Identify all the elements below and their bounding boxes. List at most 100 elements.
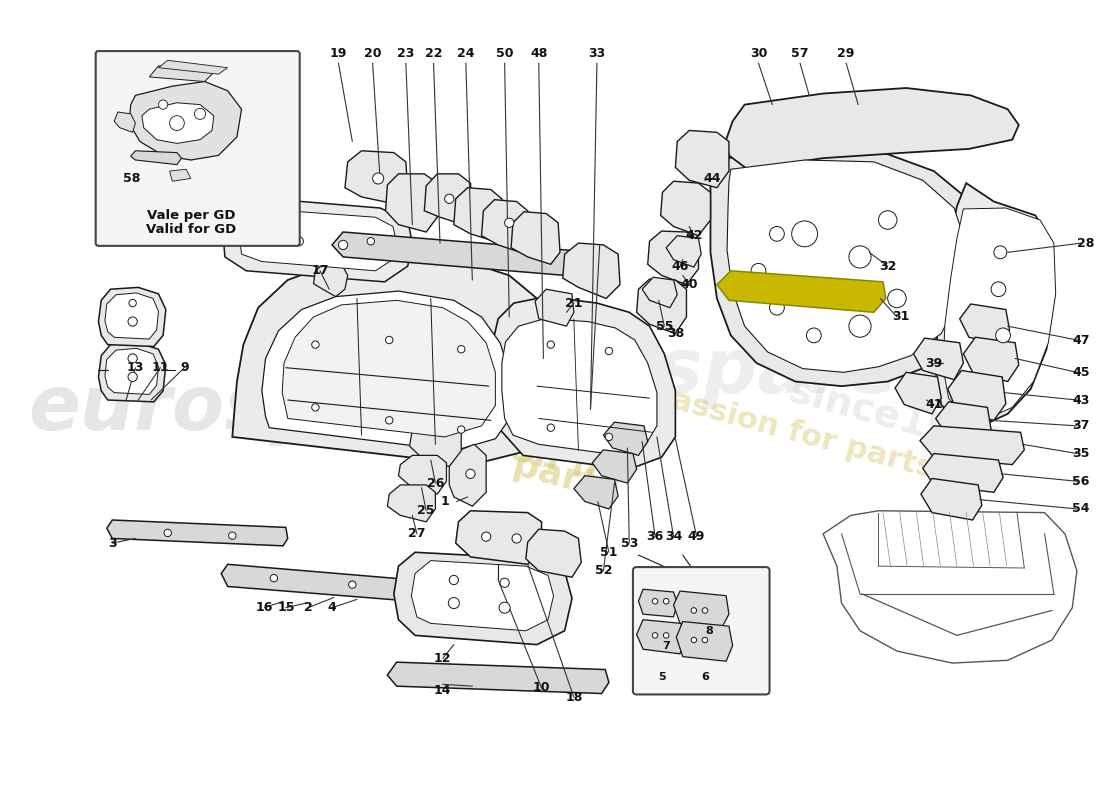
Polygon shape: [332, 232, 574, 275]
Circle shape: [652, 598, 658, 604]
Text: a passion for parts: a passion for parts: [617, 372, 937, 483]
Polygon shape: [676, 622, 733, 662]
Circle shape: [458, 426, 465, 434]
Polygon shape: [675, 130, 729, 188]
Circle shape: [512, 534, 521, 543]
Text: 1: 1: [440, 495, 449, 508]
Text: 40: 40: [681, 278, 698, 291]
Text: 4: 4: [328, 601, 337, 614]
Text: 43: 43: [1072, 394, 1090, 406]
Text: 14: 14: [434, 684, 451, 698]
Polygon shape: [895, 372, 942, 414]
Text: 27: 27: [408, 527, 426, 540]
Text: 33: 33: [588, 47, 606, 60]
Polygon shape: [221, 564, 417, 602]
Circle shape: [499, 602, 510, 614]
Polygon shape: [661, 182, 711, 236]
Polygon shape: [563, 243, 620, 298]
Text: parts: parts: [508, 448, 620, 509]
Text: 53: 53: [620, 537, 638, 550]
Polygon shape: [345, 150, 408, 204]
Circle shape: [449, 575, 459, 585]
Text: 57: 57: [791, 47, 808, 60]
Text: 31: 31: [892, 310, 910, 323]
Circle shape: [466, 470, 475, 478]
Circle shape: [996, 328, 1011, 342]
Circle shape: [792, 221, 817, 246]
Circle shape: [385, 336, 393, 344]
Text: 16: 16: [256, 601, 273, 614]
Polygon shape: [667, 236, 701, 267]
Polygon shape: [642, 278, 678, 308]
Polygon shape: [727, 160, 966, 372]
Text: 20: 20: [364, 47, 382, 60]
Circle shape: [385, 417, 393, 424]
Text: 18: 18: [565, 690, 583, 704]
Text: 47: 47: [1072, 334, 1090, 346]
Text: 44: 44: [704, 172, 722, 185]
Polygon shape: [491, 297, 675, 470]
Text: 46: 46: [671, 260, 689, 273]
Text: eurospares: eurospares: [462, 335, 945, 410]
Polygon shape: [223, 197, 412, 282]
Circle shape: [806, 328, 822, 342]
Text: 50: 50: [496, 47, 514, 60]
Text: 34: 34: [664, 530, 682, 543]
Text: 42: 42: [685, 229, 703, 242]
Circle shape: [158, 100, 167, 110]
Circle shape: [373, 173, 384, 184]
Text: 51: 51: [601, 546, 618, 559]
Polygon shape: [129, 82, 242, 160]
Text: 54: 54: [1072, 502, 1090, 515]
Polygon shape: [99, 342, 166, 402]
Text: 36: 36: [647, 530, 663, 543]
Polygon shape: [394, 552, 572, 645]
Circle shape: [879, 210, 896, 230]
Circle shape: [128, 372, 138, 382]
Polygon shape: [637, 620, 684, 654]
Circle shape: [311, 341, 319, 348]
Polygon shape: [535, 290, 574, 326]
Polygon shape: [158, 60, 228, 74]
Text: 6: 6: [701, 672, 708, 682]
Circle shape: [367, 238, 374, 245]
Text: since1986: since1986: [785, 371, 1009, 466]
Polygon shape: [425, 174, 472, 225]
Text: Valid for GD: Valid for GD: [145, 222, 235, 236]
Polygon shape: [387, 485, 436, 522]
Polygon shape: [921, 478, 982, 520]
Polygon shape: [232, 257, 560, 465]
Text: eurospares: eurospares: [28, 372, 510, 446]
Polygon shape: [150, 66, 213, 82]
Text: 24: 24: [458, 47, 474, 60]
Polygon shape: [482, 200, 529, 252]
Text: 21: 21: [565, 297, 583, 310]
Circle shape: [505, 218, 514, 227]
Text: 8: 8: [705, 626, 713, 636]
Text: 11: 11: [152, 361, 169, 374]
Polygon shape: [114, 112, 135, 132]
Circle shape: [349, 581, 356, 588]
Polygon shape: [673, 591, 729, 628]
Polygon shape: [240, 209, 397, 270]
Circle shape: [993, 246, 1007, 258]
Circle shape: [547, 341, 554, 348]
Text: 52: 52: [595, 564, 612, 578]
Polygon shape: [943, 208, 1056, 418]
Circle shape: [128, 354, 138, 363]
Circle shape: [128, 317, 138, 326]
FancyBboxPatch shape: [632, 567, 770, 694]
Text: 15: 15: [277, 601, 295, 614]
Circle shape: [339, 240, 348, 250]
Circle shape: [605, 347, 613, 354]
Polygon shape: [604, 422, 648, 455]
Polygon shape: [913, 338, 964, 380]
Circle shape: [449, 598, 460, 609]
Circle shape: [770, 226, 784, 242]
Polygon shape: [648, 231, 698, 285]
Text: 35: 35: [1072, 447, 1090, 460]
Text: 26: 26: [427, 477, 444, 490]
Polygon shape: [923, 454, 1003, 492]
Text: 28: 28: [1077, 237, 1094, 250]
Polygon shape: [131, 150, 182, 165]
